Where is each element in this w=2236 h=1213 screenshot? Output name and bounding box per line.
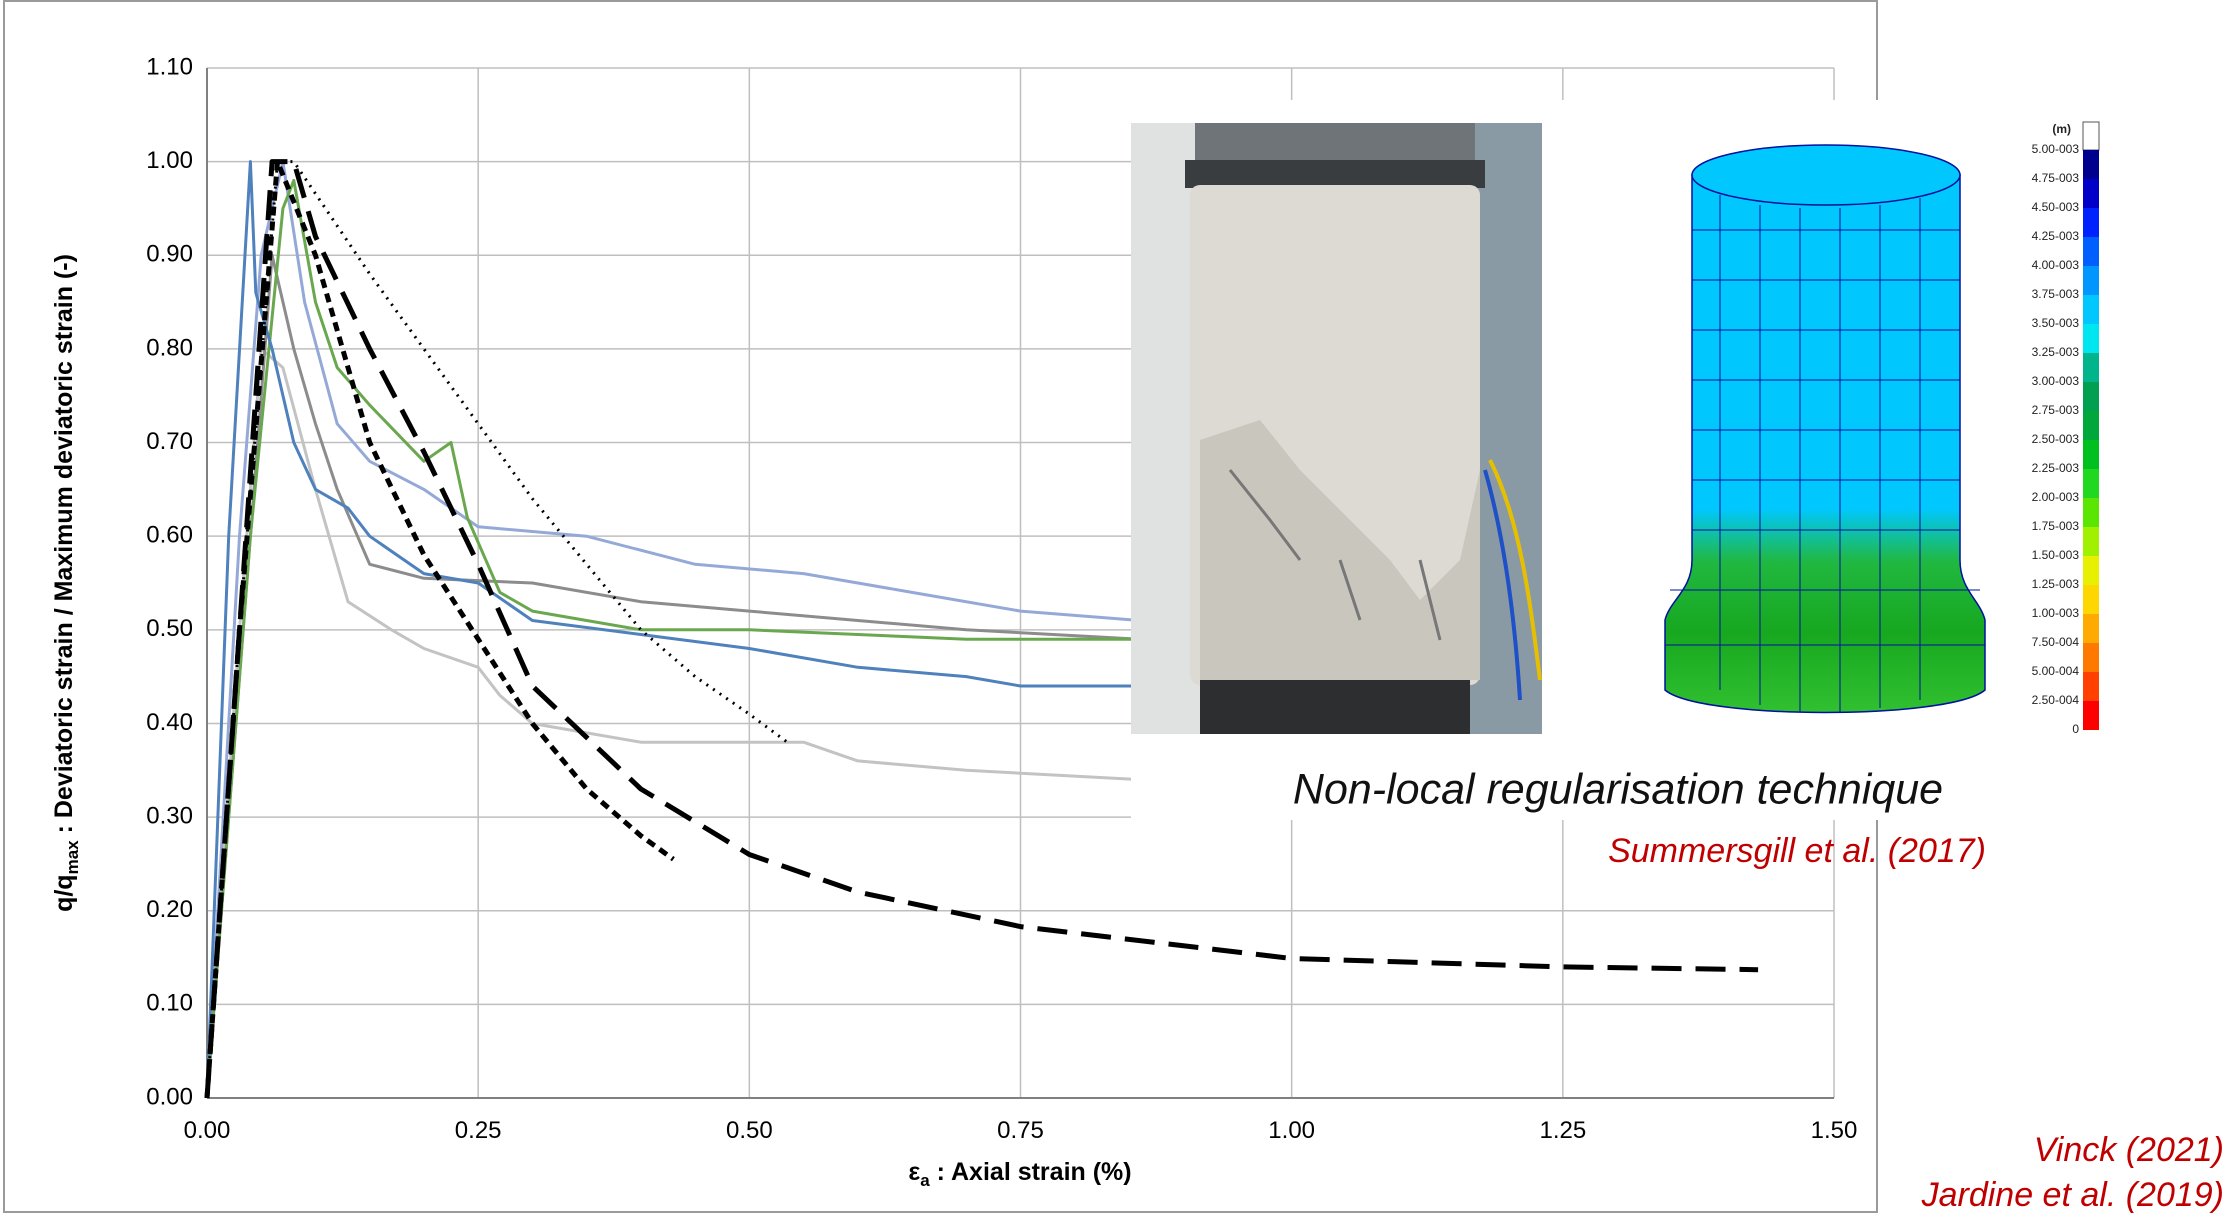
grid: 0.00 0.10 0.20 0.30 0.40 0.50 0.60 0.70 0.80 0.90… xyxy=(146,53,1857,1144)
colorbar-unit: (m) xyxy=(2052,122,2071,136)
y-axis-label-part: : Deviatoric strain / Maximum deviatoric… xyxy=(50,254,78,840)
labels: Non-local regularisation technique Summe… xyxy=(50,254,2224,1213)
colorbar-label: 3.25-003 xyxy=(2032,345,2080,359)
colorbar-band xyxy=(2083,411,2099,440)
photo-frame xyxy=(1470,123,1542,734)
y-tick-label: 0.70 xyxy=(146,428,193,455)
overlay: (m) 5.00-003 4.75-003 4.50-003 4.25-003 4.00-… xyxy=(1131,100,2100,820)
colorbar-band xyxy=(2083,498,2099,527)
colorbar-label: 1.75-003 xyxy=(2032,519,2080,533)
colorbar-label: 3.75-003 xyxy=(2032,287,2080,301)
colorbar-unit-box xyxy=(2082,121,2100,151)
colorbar-label: 1.25-003 xyxy=(2032,577,2080,591)
colorbar-label: 2.50-003 xyxy=(2032,432,2080,446)
colorbar: (m) 5.00-003 4.75-003 4.50-003 4.25-003 4.00-… xyxy=(2032,121,2100,736)
colorbar-label: 4.00-003 xyxy=(2032,258,2080,272)
annotation: Vinck (2021) xyxy=(2034,1131,2224,1169)
colorbar-band xyxy=(2083,556,2099,585)
colorbar-label: 0 xyxy=(2072,722,2079,736)
y-tick-label: 0.40 xyxy=(146,709,193,736)
y-axis-label-part: q/q xyxy=(50,874,78,912)
fe-body xyxy=(1664,174,1986,714)
annotation: Non-local regularisation technique xyxy=(1293,765,1943,813)
y-tick-label: 0.00 xyxy=(146,1083,193,1110)
colorbar-label: 3.50-003 xyxy=(2032,316,2080,330)
colorbar-band xyxy=(2083,585,2099,614)
colorbar-band xyxy=(2083,295,2099,324)
y-tick-label: 0.80 xyxy=(146,334,193,361)
colorbar-label: 2.50-004 xyxy=(2032,693,2080,707)
colorbar-label: 7.50-004 xyxy=(2032,635,2080,649)
photo-fracture xyxy=(1200,420,1480,680)
data-line xyxy=(205,160,1140,1099)
annotation: Summersgill et al. (2017) xyxy=(1608,832,1986,870)
colorbar-band xyxy=(2083,353,2099,382)
colorbar-label: 5.00-003 xyxy=(2032,142,2080,156)
data-line xyxy=(204,159,675,1099)
data-line xyxy=(205,178,1140,1099)
colorbar-band xyxy=(2083,527,2099,556)
colorbar-label: 1.00-003 xyxy=(2032,606,2080,620)
colorbar-band xyxy=(2083,701,2099,730)
colorbar-label: 2.75-003 xyxy=(2032,403,2080,417)
colorbar-band xyxy=(2083,208,2099,237)
x-axis-label: εa : Axial strain (%) xyxy=(908,1158,1131,1190)
y-tick-label: 0.60 xyxy=(146,522,193,549)
specimen-photo xyxy=(1131,123,1542,734)
colorbar-band xyxy=(2083,614,2099,643)
photo-top-cap xyxy=(1195,123,1475,163)
photo-cracks xyxy=(1228,469,1442,641)
x-axis-label-sub: a xyxy=(920,1171,930,1190)
colorbar-band xyxy=(2083,469,2099,498)
y-axis-label: q/qmax : Deviatoric strain / Maximum dev… xyxy=(50,254,82,912)
y-tick-label: 0.90 xyxy=(146,241,193,268)
photo-cable xyxy=(1488,459,1542,681)
colorbar-label: 1.50-003 xyxy=(2032,548,2080,562)
x-tick-label: 0.25 xyxy=(455,1117,502,1144)
x-tick-label: 0.50 xyxy=(726,1117,773,1144)
x-tick-label: 1.00 xyxy=(1268,1117,1315,1144)
colorbar-band xyxy=(2083,150,2099,179)
y-tick-label: 1.00 xyxy=(146,147,193,174)
colorbar-label: 2.25-003 xyxy=(2032,461,2080,475)
y-tick-label: 0.30 xyxy=(146,802,193,829)
y-axis-label-sub: max xyxy=(63,840,82,875)
x-tick-label: 0.00 xyxy=(184,1117,231,1144)
x-axis-label-part: : Axial strain (%) xyxy=(930,1158,1132,1186)
colorbar-band xyxy=(2083,382,2099,411)
x-tick-label: 1.25 xyxy=(1539,1117,1586,1144)
y-tick-label: 0.10 xyxy=(146,990,193,1017)
y-tick-label: 1.10 xyxy=(146,53,193,80)
colorbar-label: 2.00-003 xyxy=(2032,490,2080,504)
colorbar-label: 4.75-003 xyxy=(2032,171,2080,185)
colorbar-label: 4.25-003 xyxy=(2032,229,2080,243)
annotation: Jardine et al. (2019) xyxy=(1921,1176,2224,1213)
fe-top xyxy=(1691,144,1961,206)
photo-base xyxy=(1200,680,1470,734)
colorbar-band xyxy=(2083,237,2099,266)
colorbar-band xyxy=(2083,324,2099,353)
y-tick-label: 0.20 xyxy=(146,896,193,923)
colorbar-label: 5.00-004 xyxy=(2032,664,2080,678)
colorbar-band xyxy=(2083,266,2099,295)
fe-model xyxy=(1664,144,1986,714)
photo-platen xyxy=(1185,160,1485,188)
colorbar-band xyxy=(2083,179,2099,208)
data-line xyxy=(205,160,1140,1099)
y-tick-label: 0.50 xyxy=(146,615,193,642)
x-tick-label: 0.75 xyxy=(997,1117,1044,1144)
fe-mesh xyxy=(1665,195,1985,712)
colorbar-label: 3.00-003 xyxy=(2032,374,2080,388)
colorbar-band xyxy=(2083,643,2099,672)
data-line xyxy=(204,159,1759,1099)
curves xyxy=(204,159,1759,1099)
colorbar-band xyxy=(2083,672,2099,701)
x-tick-label: 1.50 xyxy=(1811,1117,1858,1144)
colorbar-band xyxy=(2083,440,2099,469)
x-axis-label-part: ε xyxy=(908,1158,920,1186)
photo-cable xyxy=(1483,469,1522,701)
colorbar-label: 4.50-003 xyxy=(2032,200,2080,214)
